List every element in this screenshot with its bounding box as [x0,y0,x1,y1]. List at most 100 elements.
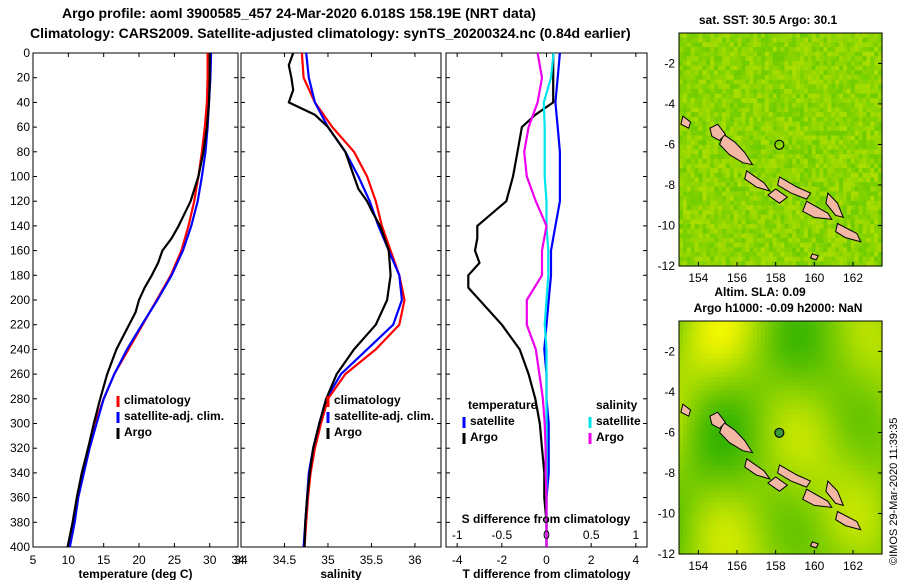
map-cell [682,210,688,216]
map-cell [866,484,871,490]
map-cell [753,42,758,48]
map-cell [835,484,840,490]
map-cell [866,56,871,62]
map-cell [706,335,711,341]
map-cell [706,256,711,262]
map-cell [753,256,758,262]
map-cell [846,247,852,253]
map-cell [749,358,754,364]
map-cell [733,200,739,207]
map-cell [788,144,793,151]
map-cell [843,135,848,141]
map-cell [768,126,774,132]
map-cell [788,130,793,137]
map-cell [690,330,696,336]
map-cell [831,130,836,137]
map-cell [745,130,750,137]
map-cell [721,488,727,495]
map-cell [741,456,746,462]
map-cell [800,247,805,253]
map-cell [792,339,797,345]
map-cell [694,47,700,53]
map-cell [776,149,782,155]
map-cell [815,61,821,67]
map-cell [796,233,801,239]
map-cell [721,470,727,476]
map-cell [819,484,824,490]
map-cell [862,98,867,104]
map-cell [710,186,715,193]
map-cell [796,37,801,43]
map-cell [749,37,754,43]
map-cell [761,42,766,48]
map-cell [854,423,860,429]
map-cell [729,498,735,504]
map-cell [843,116,848,123]
map-cell [768,210,774,216]
map-cell [694,507,700,513]
map-cell [780,423,785,429]
x-tick-label: 162 [843,271,863,285]
map-cell [835,502,840,508]
map-cell [807,168,813,174]
map-cell [811,140,817,146]
map-cell [835,98,840,104]
map-cell [694,158,700,165]
map-cell [702,210,707,216]
map-cell [753,261,758,267]
map-cell [811,418,817,425]
map-cell [827,98,832,104]
map-cell [784,493,789,499]
map-cell [718,186,723,193]
map-cell [764,395,770,401]
map-cell [749,362,754,369]
map-cell [874,353,879,359]
map-cell [733,414,739,420]
map-cell [725,74,731,81]
map-cell [784,321,789,327]
map-cell [741,362,746,369]
map-cell [698,423,703,429]
map-cell [807,395,813,401]
map-cell [741,470,746,476]
map-cell [835,214,840,220]
map-cell [768,372,774,378]
map-cell [800,335,805,341]
map-cell [749,484,754,490]
map-cell [780,186,785,193]
map-cell [776,70,782,76]
map-cell [710,339,715,345]
map-cell [725,247,731,253]
map-cell [733,74,739,81]
map-cell [718,144,723,151]
top-tick-label: 0.5 [583,528,600,542]
map-cell [878,84,883,90]
map-cell [772,507,778,513]
map-cell [784,242,789,248]
map-cell [815,130,821,137]
map-cell [749,252,754,258]
map-cell [807,93,813,99]
map-cell [784,51,789,57]
map-cell [702,65,707,71]
map-cell [768,238,774,244]
map-cell [718,177,723,183]
map-cell [710,256,715,262]
map-cell [780,224,785,230]
map-cell [682,135,688,141]
map-cell [862,376,867,383]
map-cell [811,219,817,225]
map-cell [702,339,707,345]
map-cell [686,256,692,262]
map-cell [729,484,735,490]
map-cell [815,74,821,81]
map-cell [866,474,871,481]
map-cell [870,149,875,155]
map-cell [780,210,785,216]
map-cell [706,158,711,165]
map-cell [862,325,867,331]
map-cell [721,404,727,411]
map-cell [827,228,832,234]
map-cell [800,84,805,90]
map-cell [753,186,758,193]
